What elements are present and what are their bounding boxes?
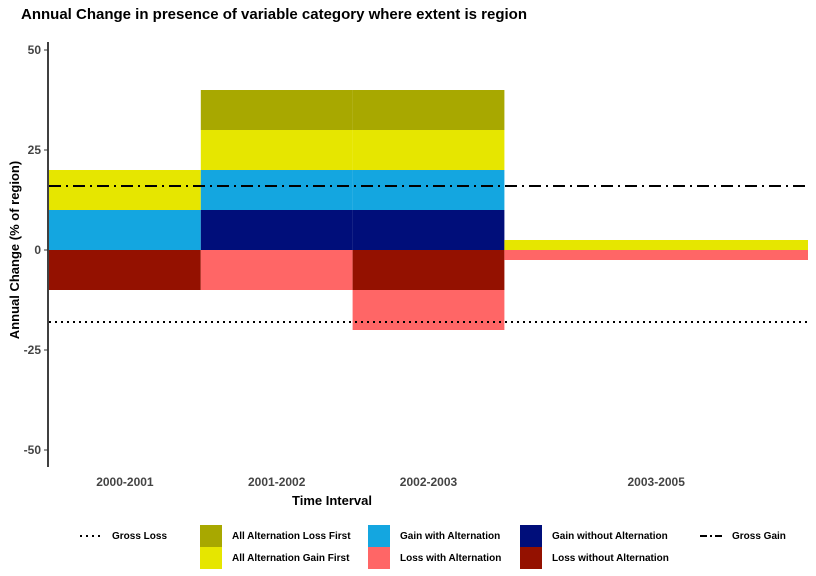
legend-key-line bbox=[80, 525, 102, 547]
legend-label: All Alternation Loss First bbox=[232, 530, 351, 542]
bar-all-alternation-gain-first-2000-2001 bbox=[49, 170, 201, 210]
legend-item-gross-loss: Gross Loss bbox=[80, 525, 167, 547]
legend-key-line bbox=[700, 525, 722, 547]
legend-item-all-alternation-loss-first: All Alternation Loss First bbox=[200, 525, 351, 547]
bar-gain-with-alternation-2000-2001 bbox=[49, 210, 201, 250]
bar-gain-without-alternation-2002-2003 bbox=[352, 210, 505, 250]
bar-all-alternation-loss-first-2001-2002 bbox=[200, 90, 353, 130]
legend-item-gain-with-alternation: Gain with Alternation bbox=[368, 525, 500, 547]
bar-gain-without-alternation-2001-2002 bbox=[200, 210, 353, 250]
legend-key-swatch bbox=[368, 547, 390, 569]
legend-item-loss-with-alternation: Loss with Alternation bbox=[368, 547, 501, 569]
legend-label: Gross Loss bbox=[112, 530, 168, 542]
reference-line-layer bbox=[49, 185, 808, 323]
bar-loss-with-alternation-2001-2002 bbox=[200, 250, 353, 290]
bar-all-alternation-gain-first-2003-2005 bbox=[504, 240, 808, 250]
legend-item-gross-gain: Gross Gain bbox=[700, 525, 786, 547]
y-tick-label: 25 bbox=[28, 143, 42, 157]
x-axis-label: Time Interval bbox=[292, 493, 372, 508]
legend-label: Loss without Alternation bbox=[552, 552, 669, 564]
bar-loss-with-alternation-2002-2003 bbox=[352, 290, 505, 330]
legend-key-swatch bbox=[368, 525, 390, 547]
y-axis-label: Annual Change (% of region) bbox=[7, 161, 22, 339]
legend-key-swatch bbox=[520, 525, 542, 547]
legend-label: Gross Gain bbox=[732, 530, 786, 542]
bar-all-alternation-gain-first-2001-2002 bbox=[200, 130, 353, 170]
bar-layer bbox=[49, 90, 808, 330]
bar-loss-with-alternation-2003-2005 bbox=[504, 250, 808, 260]
legend-key-swatch bbox=[200, 547, 222, 569]
legend-label: All Alternation Gain First bbox=[232, 552, 350, 564]
legend-item-loss-without-alternation: Loss without Alternation bbox=[520, 547, 669, 569]
legend-label: Gain with Alternation bbox=[400, 530, 501, 542]
x-axis: 2000-2001 2001-2002 2002-2003 2003-2005 bbox=[96, 475, 685, 489]
x-tick-label: 2002-2003 bbox=[400, 475, 458, 489]
y-tick-label: 50 bbox=[28, 43, 42, 57]
x-tick-label: 2003-2005 bbox=[628, 475, 686, 489]
legend-label: Loss with Alternation bbox=[400, 552, 502, 564]
bar-loss-without-alternation-2000-2001 bbox=[49, 250, 201, 290]
bar-all-alternation-gain-first-2002-2003 bbox=[352, 130, 505, 170]
bar-loss-without-alternation-2002-2003 bbox=[352, 250, 505, 290]
legend-item-all-alternation-gain-first: All Alternation Gain First bbox=[200, 547, 349, 569]
legend-key-swatch bbox=[200, 525, 222, 547]
chart-title: Annual Change in presence of variable ca… bbox=[21, 6, 527, 23]
y-tick-label: -25 bbox=[24, 343, 42, 357]
bar-gain-with-alternation-2002-2003 bbox=[352, 170, 505, 210]
y-tick-label: -50 bbox=[24, 443, 42, 457]
legend-item-gain-without-alternation: Gain without Alternation bbox=[520, 525, 668, 547]
bar-all-alternation-loss-first-2002-2003 bbox=[352, 90, 505, 130]
bar-gain-with-alternation-2001-2002 bbox=[200, 170, 353, 210]
x-tick-label: 2001-2002 bbox=[248, 475, 306, 489]
y-axis: -50 -25 0 25 50 bbox=[24, 42, 49, 467]
y-tick-label: 0 bbox=[34, 243, 41, 257]
legend: Gross Loss All Alternation Loss First Gain… bbox=[0, 520, 816, 570]
legend-key-swatch bbox=[520, 547, 542, 569]
legend-label: Gain without Alternation bbox=[552, 530, 668, 542]
x-tick-label: 2000-2001 bbox=[96, 475, 154, 489]
